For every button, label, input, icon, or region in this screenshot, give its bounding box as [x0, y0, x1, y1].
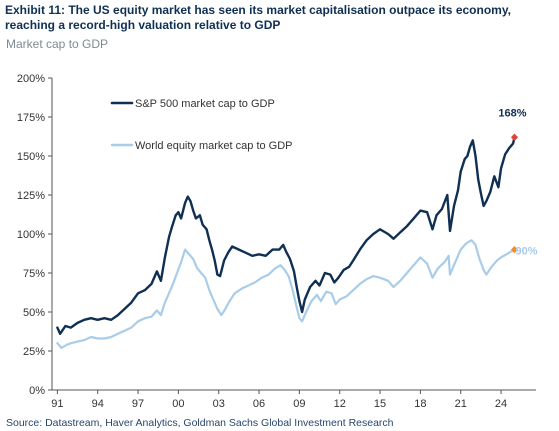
world-series-line	[56, 239, 516, 349]
sp500-series-line	[56, 136, 516, 335]
x-tick-label: 15	[374, 398, 386, 410]
y-tick-label: 175%	[17, 112, 45, 124]
legend-world-label: World equity market cap to GDP	[135, 140, 293, 152]
y-tick-label: 100%	[17, 229, 45, 241]
y-tick-label: 25%	[23, 346, 45, 358]
sp500-end-label: 168%	[498, 107, 526, 119]
y-tick-label: 50%	[23, 307, 45, 319]
x-tick-label: 94	[92, 398, 104, 410]
x-tick-label: 06	[253, 398, 265, 410]
legend-sp500-label: S&P 500 market cap to GDP	[135, 98, 275, 110]
y-tick-label: 200%	[17, 73, 45, 85]
y-tick-label: 75%	[23, 268, 45, 280]
y-tick-label: 150%	[17, 151, 45, 163]
y-tick-label: 125%	[17, 190, 45, 202]
x-tick-label: 97	[132, 398, 144, 410]
x-tick-label: 24	[495, 398, 507, 410]
world-end-label: 90%	[515, 246, 537, 258]
chart-source: Source: Datastream, Haver Analytics, Gol…	[6, 417, 394, 429]
x-tick-label: 18	[414, 398, 426, 410]
x-tick-label: 21	[455, 398, 467, 410]
x-tick-label: 12	[334, 398, 346, 410]
x-tick-label: 03	[213, 398, 225, 410]
y-tick-label: 0%	[29, 385, 45, 397]
x-tick-label: 91	[51, 398, 63, 410]
sp500-end-marker	[510, 133, 519, 141]
chart-title: Exhibit 11: The US equity market has see…	[5, 3, 511, 32]
chart-subtitle: Market cap to GDP	[6, 37, 109, 51]
x-tick-label: 09	[293, 398, 305, 410]
world-end-marker	[510, 246, 519, 254]
x-tick-label: 00	[172, 398, 184, 410]
